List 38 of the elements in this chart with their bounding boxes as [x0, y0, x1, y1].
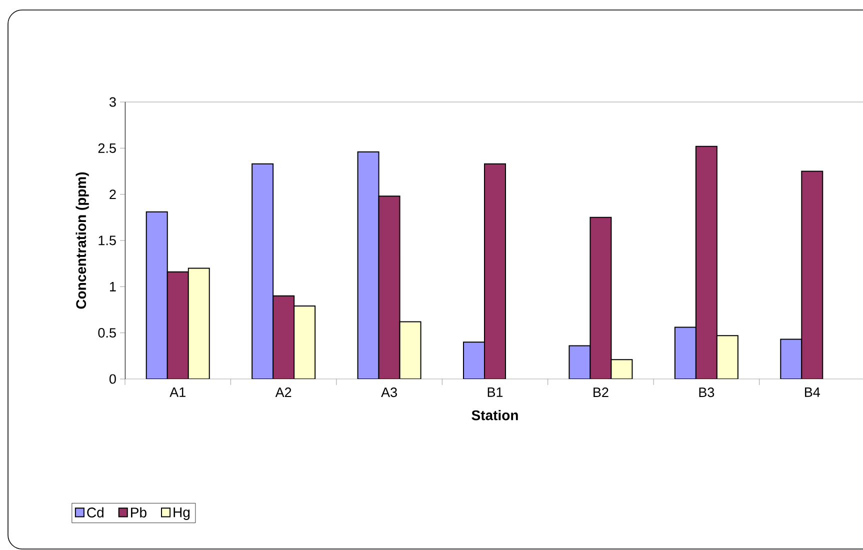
y-axis-title: Concentration (ppm): [76, 172, 89, 309]
bar: [568, 345, 591, 379]
bar: [357, 151, 380, 379]
legend-label: Cd: [87, 507, 104, 518]
bar: [610, 359, 633, 379]
x-axis-title: Station: [472, 410, 518, 420]
x-tick-label: B1: [488, 388, 503, 397]
bar: [716, 335, 738, 379]
y-tick-label: 0: [109, 374, 116, 384]
y-tick-label: 0.5: [98, 328, 116, 338]
bar: [188, 268, 210, 379]
bar: [590, 216, 612, 379]
bar: [166, 271, 189, 379]
bar: [252, 163, 274, 379]
x-tick-label: A1: [170, 388, 186, 397]
bar: [780, 338, 802, 379]
bar: [146, 211, 168, 379]
bar: [463, 342, 485, 379]
legend-label: Pb: [131, 507, 146, 518]
bar: [484, 163, 506, 379]
bar: [399, 321, 422, 379]
y-tick-label: 3: [109, 97, 116, 107]
y-tick-label: 2.5: [98, 143, 116, 153]
bar: [378, 196, 400, 379]
bar: [294, 306, 316, 379]
y-tick-label: 1: [110, 282, 116, 292]
bar: [695, 146, 718, 379]
x-tick-label: B4: [804, 388, 820, 397]
x-tick-label: B2: [594, 388, 608, 397]
y-tick-label: 2: [110, 190, 116, 200]
legend-label: Hg: [174, 507, 190, 520]
x-tick-label: A2: [275, 388, 292, 397]
bar: [272, 295, 295, 379]
x-tick-label: A3: [381, 388, 397, 398]
bar: [674, 326, 696, 379]
y-tick-label: 1.5: [98, 236, 116, 246]
x-tick-label: B3: [699, 388, 714, 398]
bar: [801, 170, 824, 379]
